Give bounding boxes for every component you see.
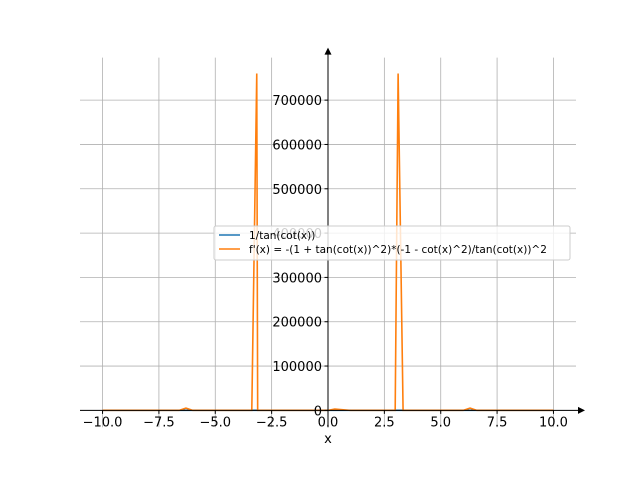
y-tick-label: 200000 [272,316,322,331]
legend-label: 1/tan(cot(x)) [249,230,315,242]
x-tick-label: −2.5 [256,415,288,430]
y-tick-label: 300000 [272,271,322,286]
x-axis-label: x [324,432,332,447]
x-tick-label: −10.0 [83,415,123,430]
legend-box [213,225,571,261]
x-tick-label: 5.0 [430,415,451,430]
x-tick-label: 2.5 [374,415,395,430]
x-axis-arrow [578,406,585,414]
y-tick-label: 600000 [272,138,322,153]
x-tick-label: −7.5 [143,415,175,430]
y-tick-label: 0 [314,404,322,419]
x-tick-label: 10.0 [539,415,568,430]
y-tick-label: 100000 [272,360,322,375]
x-tick-label: −5.0 [199,415,231,430]
y-axis-arrow [324,47,332,55]
y-tick-label: 700000 [272,94,322,109]
x-tick-label: 7.5 [487,415,508,430]
legend-label: f'(x) = -(1 + tan(cot(x))^2)*(-1 - cot(x… [249,244,547,256]
y-tick-label: 500000 [272,183,322,198]
